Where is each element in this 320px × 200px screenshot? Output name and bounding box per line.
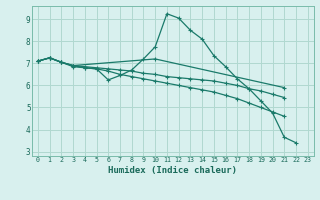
X-axis label: Humidex (Indice chaleur): Humidex (Indice chaleur) bbox=[108, 166, 237, 175]
